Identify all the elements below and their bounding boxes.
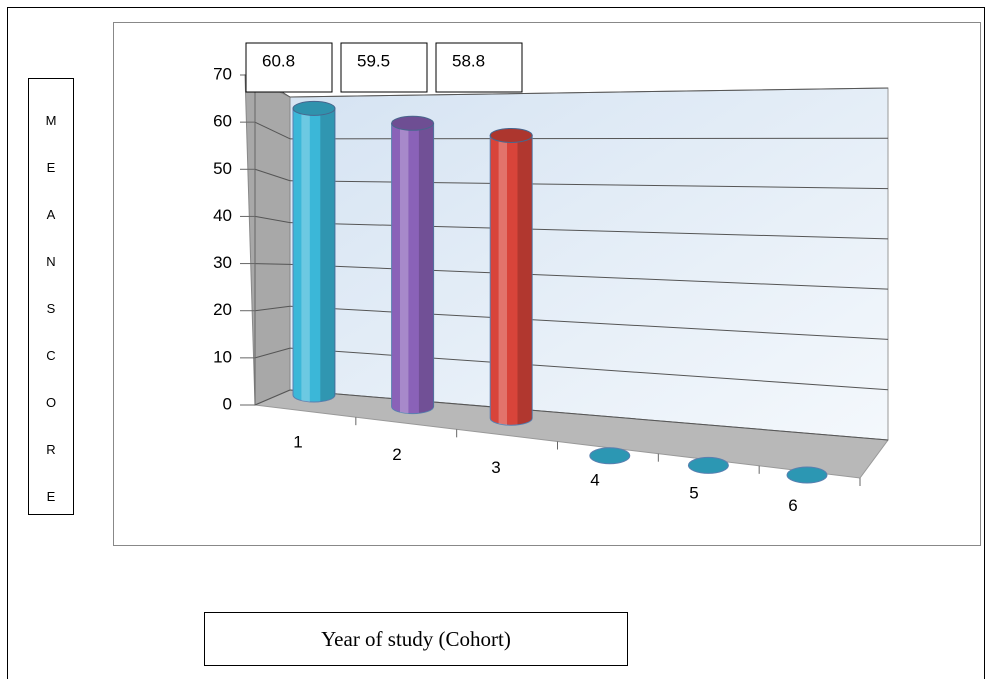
y-tick-label: 70 (213, 64, 232, 83)
bar-shade (517, 135, 533, 425)
bar-top (391, 115, 435, 131)
grid-line (289, 389, 889, 441)
bar-shade (320, 108, 335, 402)
bar-body (489, 134, 533, 426)
bar (687, 456, 729, 474)
grid-line (254, 389, 291, 406)
y-axis-label: MEANSCORE (45, 113, 57, 504)
grid-line (254, 168, 291, 182)
y-tick-label: 40 (213, 206, 232, 225)
bar-shade (418, 123, 434, 413)
data-label: 59.5 (357, 51, 390, 70)
side-wall (244, 74, 291, 406)
bar (292, 100, 336, 403)
x-tick-label: 2 (392, 445, 401, 464)
grid-line (254, 215, 291, 224)
grid-line (289, 137, 889, 140)
grid-line (254, 347, 291, 359)
y-tick-label: 20 (213, 300, 232, 319)
y-tick-label: 60 (213, 112, 232, 131)
back-wall (289, 87, 889, 441)
data-label-box (340, 42, 428, 93)
y-tick-label: 30 (213, 253, 232, 272)
x-tick-label: 3 (491, 458, 500, 477)
y-axis-label-box: MEANSCORE (28, 78, 74, 515)
bar-light (301, 108, 310, 402)
y-tick-label: 50 (213, 159, 232, 178)
plot-area (113, 22, 981, 546)
bar-body (292, 107, 336, 403)
data-label: 60.8 (262, 51, 295, 70)
bar-light (498, 135, 507, 426)
data-label-box (435, 42, 523, 93)
bar-top (489, 127, 533, 143)
bar (589, 447, 631, 465)
grid-line (254, 263, 291, 265)
data-label-box (245, 42, 333, 93)
bar-body (391, 122, 435, 415)
grid-line (289, 87, 889, 98)
x-axis-label: Year of study (Cohort) (204, 612, 628, 666)
x-tick-label: 5 (689, 483, 698, 502)
bar (391, 115, 435, 415)
x-tick-label: 1 (293, 432, 302, 451)
grid-line (254, 305, 291, 312)
x-tick-label: 6 (788, 496, 797, 515)
grid-line (289, 347, 889, 391)
grid-line (289, 180, 889, 190)
bar (489, 127, 533, 426)
frame (7, 7, 985, 679)
bar (786, 466, 828, 484)
bar-top (292, 100, 336, 116)
grid-line (289, 263, 889, 290)
grid-line (289, 222, 889, 240)
y-tick-label: 0 (223, 394, 232, 413)
data-label: 58.8 (452, 51, 485, 70)
grid-line (289, 305, 889, 340)
grid-line (254, 121, 291, 140)
y-tick-label: 10 (213, 347, 232, 366)
x-tick-label: 4 (590, 471, 599, 490)
bar-light (400, 123, 409, 414)
